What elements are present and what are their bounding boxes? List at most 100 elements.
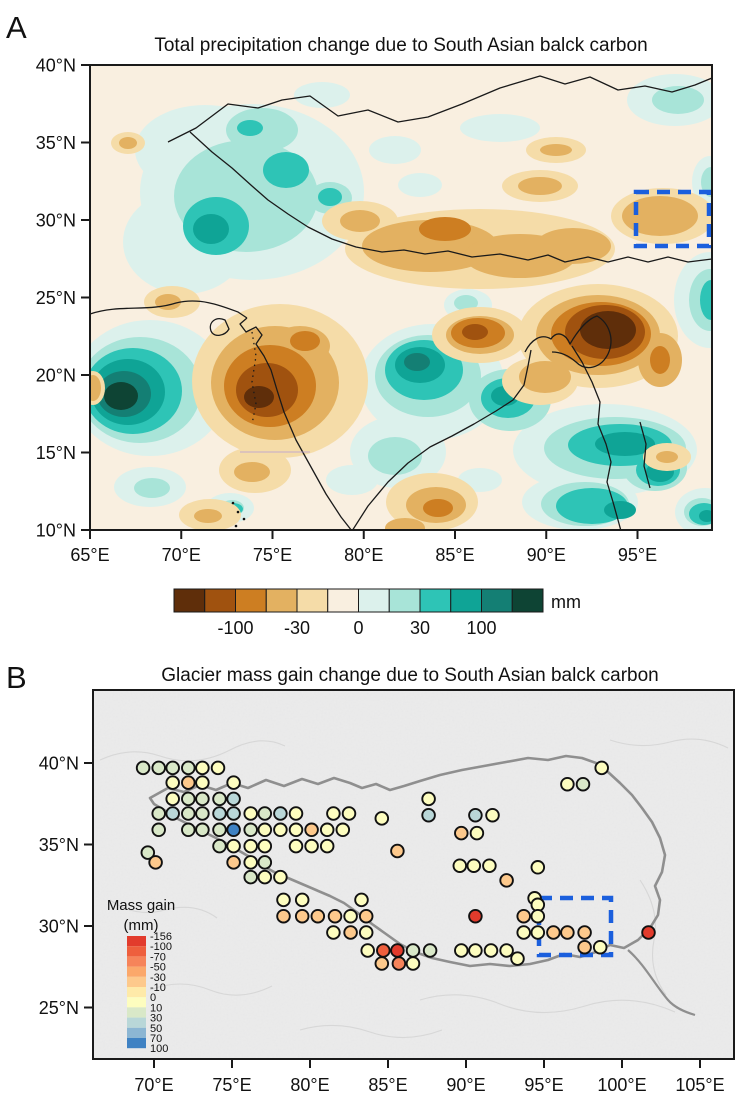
glacier-dot xyxy=(310,908,326,924)
glacier-dot xyxy=(288,838,304,854)
x-tick-label: 90°E xyxy=(527,545,566,565)
glacier-dot xyxy=(577,925,592,940)
glacier-dot xyxy=(376,943,391,958)
glacier-dot xyxy=(226,806,241,821)
colorbar-segment xyxy=(450,588,482,613)
glacier-dot xyxy=(594,760,609,776)
glacier-dot xyxy=(195,791,210,807)
colorbar-segment xyxy=(327,588,359,613)
glacier-dot xyxy=(468,943,483,958)
colorbar-segment xyxy=(388,588,421,613)
glacier-dot xyxy=(288,806,304,821)
panel-b-map: Mass gain (mm) -156-100-70-50-30-1001030… xyxy=(39,689,735,1096)
coastlines xyxy=(90,75,712,530)
glacier-dot xyxy=(304,838,319,854)
panel-b-ticks: 70°E 75°E 80°E 85°E 90°E 95°E 100°E 105°E 40°N 35… xyxy=(39,754,725,1096)
glacier-dot xyxy=(195,806,210,821)
glacier-dot xyxy=(195,760,210,776)
glacier-dots xyxy=(135,760,656,971)
glacier-dot xyxy=(151,822,166,838)
x-tick-label: 90°E xyxy=(446,1075,485,1095)
colorbar-tick-label: 30 xyxy=(410,618,430,638)
glacier-dot xyxy=(374,811,390,826)
colorbar-tick-label: 0 xyxy=(353,618,363,638)
glacier-dot xyxy=(276,908,291,924)
glacier-dot xyxy=(226,775,241,790)
x-tick-label: 85°E xyxy=(435,545,474,565)
glacier-dot xyxy=(257,855,273,870)
legend-tick-label: -156 xyxy=(150,931,172,943)
glacier-dot xyxy=(181,806,196,821)
glacier-dot xyxy=(343,925,358,940)
legend-swatch xyxy=(127,936,146,947)
glacier-dot xyxy=(468,807,483,823)
panel-b-frame xyxy=(92,689,735,1060)
glacier-dot xyxy=(560,776,575,792)
panel-b-title: Glacier mass gain change due to South As… xyxy=(161,665,658,686)
x-tick-label: 95°E xyxy=(524,1075,563,1095)
glacier-dot xyxy=(452,858,468,873)
y-tick-label: 25°N xyxy=(39,998,79,1018)
colorbar-segment xyxy=(511,588,544,613)
glacier-dot xyxy=(165,775,180,790)
glacier-dot xyxy=(391,956,407,971)
glacier-dot xyxy=(140,845,156,860)
colorbar-unit: mm xyxy=(551,592,581,612)
glacier-dot xyxy=(257,838,273,854)
legend-title: Mass gain xyxy=(107,897,175,914)
glacier-dot xyxy=(421,791,436,807)
colorbar-tick-label: -30 xyxy=(284,618,310,638)
glacier-dot xyxy=(354,892,369,908)
small-islands xyxy=(231,501,246,528)
legend-tick-label: 100 xyxy=(150,1043,168,1055)
glacier-dot xyxy=(273,806,288,821)
glacier-dot xyxy=(560,925,575,940)
glacier-dot xyxy=(273,869,288,885)
colorbar-segment xyxy=(481,588,513,613)
x-tick-label: 70°E xyxy=(134,1075,173,1095)
colorbar-tick-label: 100 xyxy=(466,618,496,638)
panel-a-title: Total precipitation change due to South … xyxy=(154,35,647,56)
glacier-dot xyxy=(499,943,514,958)
terrain-texture xyxy=(93,690,734,1059)
glacier-dot xyxy=(165,791,180,807)
glacier-dot xyxy=(516,908,531,924)
glacier-dot xyxy=(181,822,196,838)
glacier-dot xyxy=(226,855,241,870)
glacier-dot xyxy=(577,939,592,955)
glacier-dot xyxy=(288,822,304,838)
panel-b-letter: B xyxy=(6,660,27,695)
legend-swatch xyxy=(127,987,146,998)
x-tick-label: 75°E xyxy=(253,545,292,565)
glacier-dot xyxy=(195,822,210,838)
colorbar-segment xyxy=(296,588,329,613)
glacier-dot xyxy=(530,925,546,940)
glacier-dot xyxy=(181,791,196,807)
glacier-dot xyxy=(212,822,227,838)
glacier-dot xyxy=(546,925,561,940)
glacier-dot xyxy=(243,822,258,838)
glacier-dot xyxy=(151,806,166,821)
colorbar-segment xyxy=(204,588,236,613)
glacier-dot xyxy=(390,943,405,958)
colorbar-segment xyxy=(173,588,206,613)
glacier-dot xyxy=(135,760,151,776)
legend-tick-label: -30 xyxy=(150,972,166,984)
legend-tick-label: 50 xyxy=(150,1023,162,1035)
mass-gain-legend: Mass gain (mm) -156-100-70-50-30-1001030… xyxy=(107,897,175,1055)
legend-tick-label: -100 xyxy=(150,941,172,953)
glacier-dot xyxy=(575,776,591,792)
legend-tick-label: 70 xyxy=(150,1033,162,1045)
colorbar-segment xyxy=(358,588,390,613)
legend-tick-label: -50 xyxy=(150,962,166,974)
legend-tick-label: -70 xyxy=(150,951,166,963)
x-tick-label: 95°E xyxy=(618,545,657,565)
colorbar-segment xyxy=(419,588,452,613)
x-tick-label: 80°E xyxy=(290,1075,329,1095)
panel-a-contours xyxy=(90,74,712,530)
glacier-dot xyxy=(335,822,351,838)
x-tick-label: 65°E xyxy=(70,545,109,565)
tibetan-plateau-outline xyxy=(148,754,667,968)
